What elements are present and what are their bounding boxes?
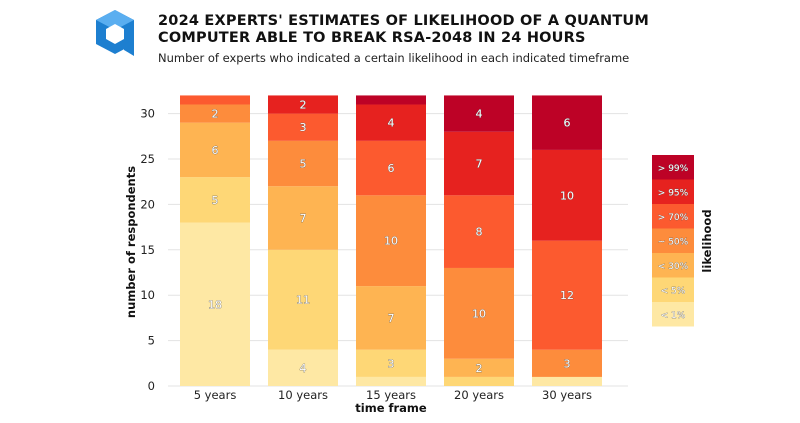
legend-entry-label: < 1%: [661, 311, 686, 321]
x-tick-label: 15 years: [366, 388, 416, 402]
data-label: 11: [296, 294, 310, 307]
legend-entry-label: ~ 50%: [658, 237, 689, 247]
bar-segment: [180, 222, 250, 386]
chart-title-line2: COMPUTER ABLE TO BREAK RSA-2048 IN 24 HO…: [158, 30, 586, 46]
bar-segment: [356, 140, 426, 196]
data-label: 8: [476, 226, 483, 239]
bar-segment: [444, 195, 514, 268]
bar-segment: [444, 376, 514, 386]
bar-segment: [444, 358, 514, 377]
legend-entry-label: < 30%: [658, 262, 689, 272]
y-tick-label: 20: [140, 197, 155, 211]
bar-segment: [356, 286, 426, 350]
bar-segment: [356, 349, 426, 377]
data-label: 12: [560, 289, 574, 302]
data-label: 7: [476, 158, 483, 171]
y-tick-label: 10: [140, 288, 155, 302]
data-label: 3: [388, 357, 395, 370]
data-label: 6: [564, 117, 571, 130]
data-label: 2: [212, 108, 219, 121]
data-label: 4: [300, 362, 307, 375]
legend-swatch: [652, 228, 694, 253]
bar-segment: [268, 95, 338, 114]
bar-segment: [532, 240, 602, 350]
x-tick-label: 5 years: [194, 388, 237, 402]
data-label: 6: [212, 144, 219, 157]
data-labels: 18 5 6 2 4 11 7 5 3 2 3 7 10 6 4 2 10 8 7 4 3 12 10 6: [208, 98, 575, 375]
legend-title: likelihood: [700, 209, 714, 272]
y-tick-label: 15: [140, 243, 155, 257]
y-tick-label: 5: [148, 334, 155, 348]
legend-entry-label: > 99%: [658, 164, 689, 174]
legend-entry-label: > 95%: [658, 188, 689, 198]
legend-swatch: [652, 155, 694, 180]
x-tick-label: 30 years: [542, 388, 592, 402]
bar-segment: [532, 95, 602, 150]
bar-segment: [268, 349, 338, 386]
cube-logo-icon: [96, 10, 134, 56]
legend: > 99% > 95% > 70% ~ 50% < 30% < 5% < 1% likelih…: [652, 155, 714, 327]
bar-segment: [268, 186, 338, 250]
bar-segment: [444, 95, 514, 132]
bar-segment: [356, 195, 426, 287]
y-axis-label: number of respondents: [124, 166, 138, 318]
data-label: 4: [388, 117, 395, 130]
data-label: 2: [476, 362, 483, 375]
y-tick-label: 25: [140, 152, 155, 166]
legend-swatch: [652, 204, 694, 229]
bar-segment: [444, 267, 514, 359]
data-label: 4: [476, 108, 483, 121]
bar-segment: [180, 177, 250, 223]
chart-title-line1: 2024 EXPERTS' ESTIMATES OF LIKELIHOOD OF…: [158, 13, 650, 29]
data-label: 7: [388, 312, 395, 325]
legend-entry-label: < 5%: [661, 286, 686, 296]
x-tick-label: 10 years: [278, 388, 328, 402]
y-tick-label: 0: [148, 379, 155, 393]
bar-segment: [532, 376, 602, 386]
x-axis-label: time frame: [355, 401, 427, 415]
data-label: 10: [472, 307, 486, 320]
chart-subtitle: Number of experts who indicated a certai…: [158, 51, 630, 65]
legend-entry-label: > 70%: [658, 213, 689, 223]
chart-title: 2024 EXPERTS' ESTIMATES OF LIKELIHOOD OF…: [158, 13, 649, 47]
y-tick-label: 30: [140, 107, 155, 121]
data-label: 5: [300, 158, 307, 171]
bar-segment: [444, 131, 514, 196]
data-label: 3: [564, 357, 571, 370]
bar-segment: [180, 104, 250, 123]
data-label: 10: [560, 189, 574, 202]
bar-segment: [180, 95, 250, 105]
data-label: 3: [300, 121, 307, 134]
bar-segment: [356, 95, 426, 105]
data-label: 7: [300, 212, 307, 225]
bar-segment: [268, 113, 338, 141]
bar-segment: [356, 104, 426, 141]
bar-segment: [532, 349, 602, 377]
bar-segment: [268, 249, 338, 350]
data-label: 5: [212, 194, 219, 207]
data-label: 2: [300, 99, 307, 112]
legend-swatch: [652, 253, 694, 278]
bar-segment: [532, 149, 602, 241]
bar-segment: [356, 376, 426, 386]
data-label: 6: [388, 162, 395, 175]
data-label: 18: [208, 298, 222, 311]
bars: [180, 95, 602, 386]
bar-segment: [268, 140, 338, 187]
legend-swatch: [652, 302, 694, 327]
legend-swatch: [652, 277, 694, 302]
bar-segment: [180, 122, 250, 178]
legend-swatch: [652, 179, 694, 204]
data-label: 10: [384, 235, 398, 248]
x-tick-label: 20 years: [454, 388, 504, 402]
